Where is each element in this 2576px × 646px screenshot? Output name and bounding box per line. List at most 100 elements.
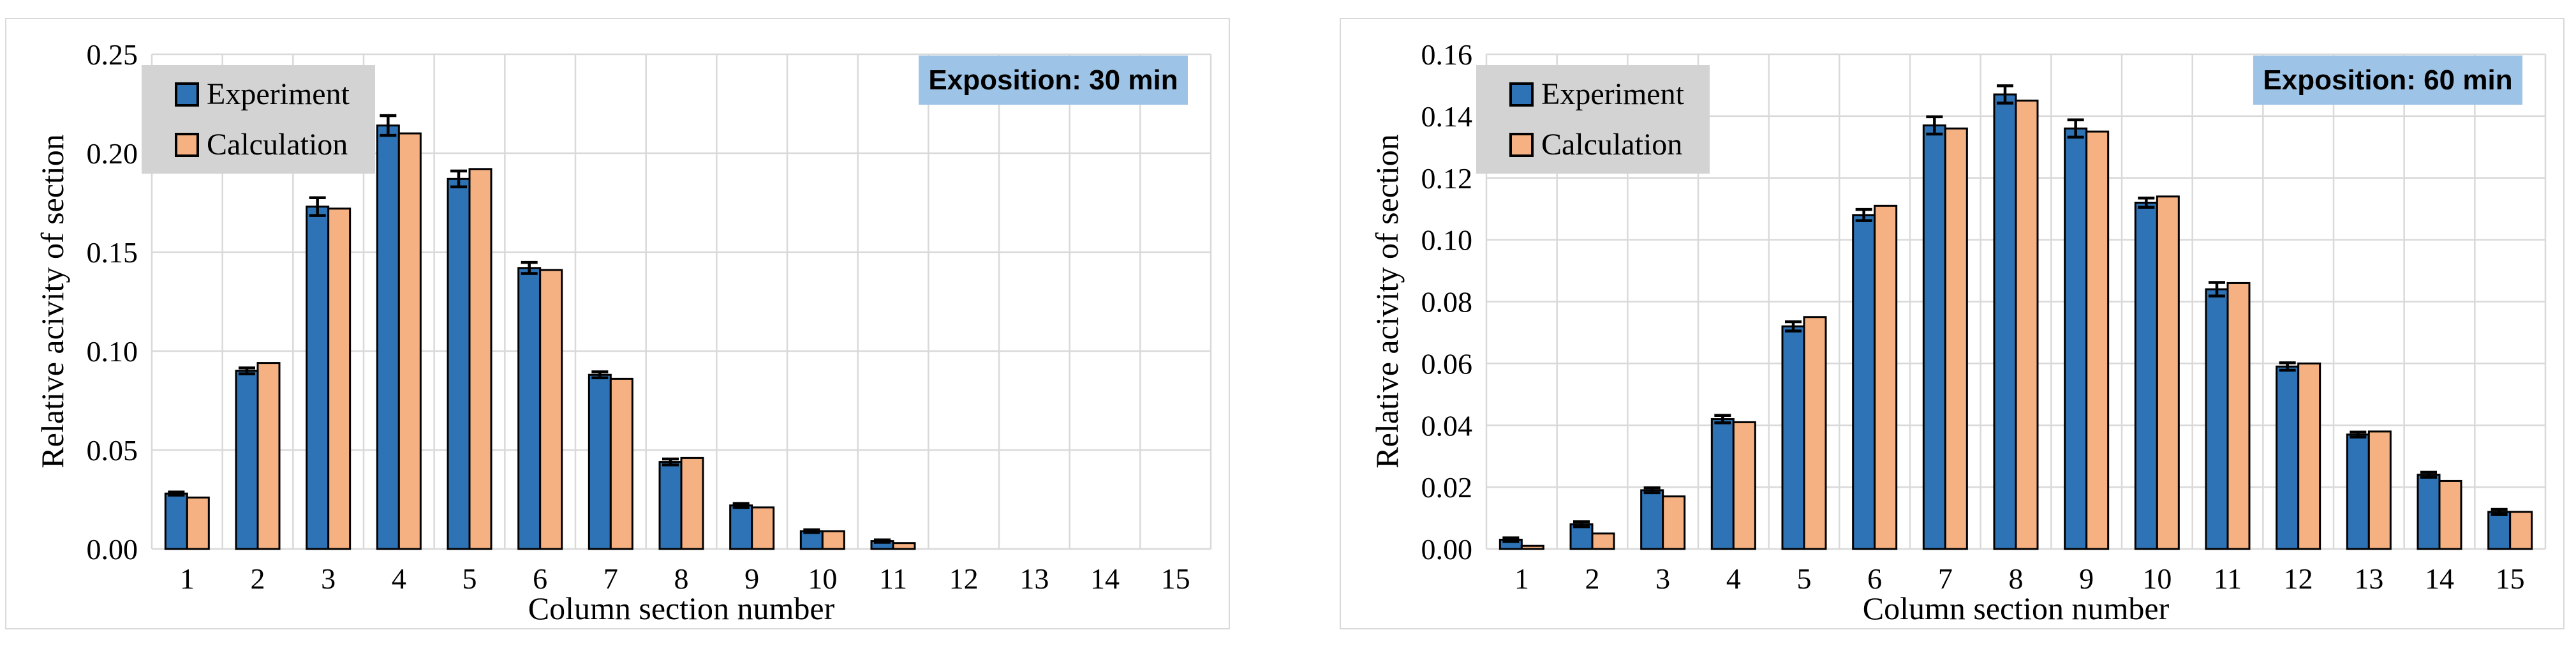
calculation-bar: [1591, 532, 1615, 550]
y-tick-label: 0.10: [1421, 224, 1473, 257]
calculation-bar: [1520, 545, 1544, 550]
x-tick-label: 9: [744, 562, 759, 595]
experiment-bar: [2487, 511, 2512, 550]
x-tick-label: 4: [1726, 562, 1741, 595]
legend: Experiment Calculation: [142, 65, 375, 174]
x-tick-label: 10: [2142, 562, 2172, 595]
calculation-swatch-icon: [175, 132, 199, 157]
plot-area-30min: 0.000.050.100.150.200.251 2 3 4 5 6 7 8 9 10 11 12 1…: [87, 38, 1212, 595]
calculation-bar: [2297, 362, 2321, 550]
x-tick-label: 7: [603, 562, 618, 595]
experiment-bar: [729, 504, 753, 550]
calculation-swatch-icon: [1509, 132, 1534, 157]
x-tick-label: 2: [1585, 562, 1600, 595]
calculation-bar: [1732, 421, 1756, 550]
x-tick-label: 9: [2079, 562, 2094, 595]
y-axis-title: Relative acivity of section: [1369, 134, 1405, 469]
calculation-bar: [1662, 495, 1686, 550]
x-tick-label: 2: [251, 562, 265, 595]
experiment-bar: [376, 124, 400, 550]
legend-label-experiment: Experiment: [1541, 77, 1684, 111]
y-tick-label: 0.10: [87, 335, 138, 368]
legend-item-experiment: Experiment: [1509, 79, 1710, 110]
x-tick-label: 1: [180, 562, 195, 595]
y-tick-label: 0.12: [1421, 162, 1473, 195]
experiment-bar: [588, 373, 612, 550]
x-tick-label: 13: [2354, 562, 2383, 595]
x-tick-label: 6: [1867, 562, 1882, 595]
calculation-bar: [751, 506, 775, 550]
exposition-badge-60min: Exposition: 60 min: [2253, 56, 2522, 105]
y-tick-label: 0.00: [87, 533, 138, 566]
x-tick-label: 8: [2009, 562, 2024, 595]
x-tick-label: 4: [392, 562, 406, 595]
calculation-bar: [2438, 479, 2462, 550]
calculation-bar: [1944, 127, 1968, 550]
legend-label-calculation: Calculation: [207, 127, 348, 162]
calculation-bar: [2015, 100, 2039, 550]
y-tick-label: 0.25: [87, 38, 138, 71]
experiment-bar: [1781, 325, 1805, 550]
y-axis-title: Relative acivity of section: [34, 134, 70, 469]
y-tick-label: 0.02: [1421, 471, 1473, 504]
calculation-bar: [2367, 430, 2392, 550]
calculation-bar: [1874, 204, 1898, 550]
experiment-bar: [1640, 489, 1664, 550]
experiment-bar: [2276, 365, 2300, 550]
x-tick-label: 1: [1514, 562, 1529, 595]
x-tick-label: 5: [1797, 562, 1812, 595]
x-tick-label: 11: [2214, 562, 2242, 595]
experiment-bar: [2417, 474, 2441, 550]
experiment-bar: [1852, 214, 1876, 550]
calculation-bar: [539, 269, 563, 550]
experiment-bar: [1922, 124, 1946, 550]
x-axis-title: Column section number: [1862, 590, 2170, 626]
experiment-bar: [2205, 288, 2229, 550]
calculation-bar: [609, 377, 633, 550]
x-tick-label: 5: [463, 562, 477, 595]
experiment-bar: [1993, 93, 2017, 550]
calculation-bar: [468, 168, 492, 550]
experiment-swatch-icon: [175, 82, 199, 107]
legend: Experiment Calculation: [1476, 65, 1710, 174]
x-tick-label: 3: [1655, 562, 1670, 595]
x-tick-label: 8: [674, 562, 689, 595]
calculation-bar: [1803, 316, 1827, 550]
y-tick-label: 0.20: [87, 137, 138, 170]
experiment-bar: [2134, 202, 2158, 550]
calculation-bar: [2226, 282, 2251, 550]
calculation-bar: [327, 207, 352, 550]
x-tick-label: 12: [2284, 562, 2313, 595]
x-tick-label: 6: [533, 562, 547, 595]
x-tick-label: 7: [1938, 562, 1953, 595]
y-tick-label: 0.08: [1421, 286, 1473, 319]
calculation-bar: [2509, 511, 2533, 550]
calculation-bar: [256, 362, 281, 550]
experiment-bar: [658, 461, 683, 550]
y-tick-label: 0.05: [87, 434, 138, 467]
calculation-bar: [892, 542, 916, 550]
y-tick-label: 0.14: [1421, 100, 1473, 133]
plot-area-60min: 0.000.020.040.060.080.100.120.140.161 2 3 4…: [1421, 38, 2547, 595]
experiment-bar: [235, 370, 259, 550]
legend-item-experiment: Experiment: [175, 79, 375, 110]
x-tick-label: 11: [879, 562, 907, 595]
x-tick-label: 15: [2496, 562, 2525, 595]
calculation-bar: [821, 530, 845, 550]
legend-item-calculation: Calculation: [175, 127, 375, 162]
x-tick-label: 13: [1019, 562, 1049, 595]
experiment-bar: [1569, 523, 1594, 550]
legend-label-calculation: Calculation: [1541, 127, 1683, 162]
experiment-bar: [517, 267, 542, 550]
legend-label-experiment: Experiment: [207, 77, 350, 111]
experiment-bar: [1710, 418, 1735, 550]
legend-item-calculation: Calculation: [1509, 127, 1710, 162]
exposition-badge-30min: Exposition: 30 min: [919, 56, 1188, 105]
experiment-bar: [164, 492, 188, 550]
experiment-bar: [2064, 127, 2088, 550]
experiment-bar: [447, 177, 471, 550]
experiment-swatch-icon: [1509, 82, 1534, 107]
experiment-bar: [306, 206, 330, 550]
chart-panel-exposition-30: 0.00 0.05 0.10 0.15 0.20 0.25 1 2 3 4 5 6 7 8 9 10 11 12 1…: [5, 18, 1230, 629]
